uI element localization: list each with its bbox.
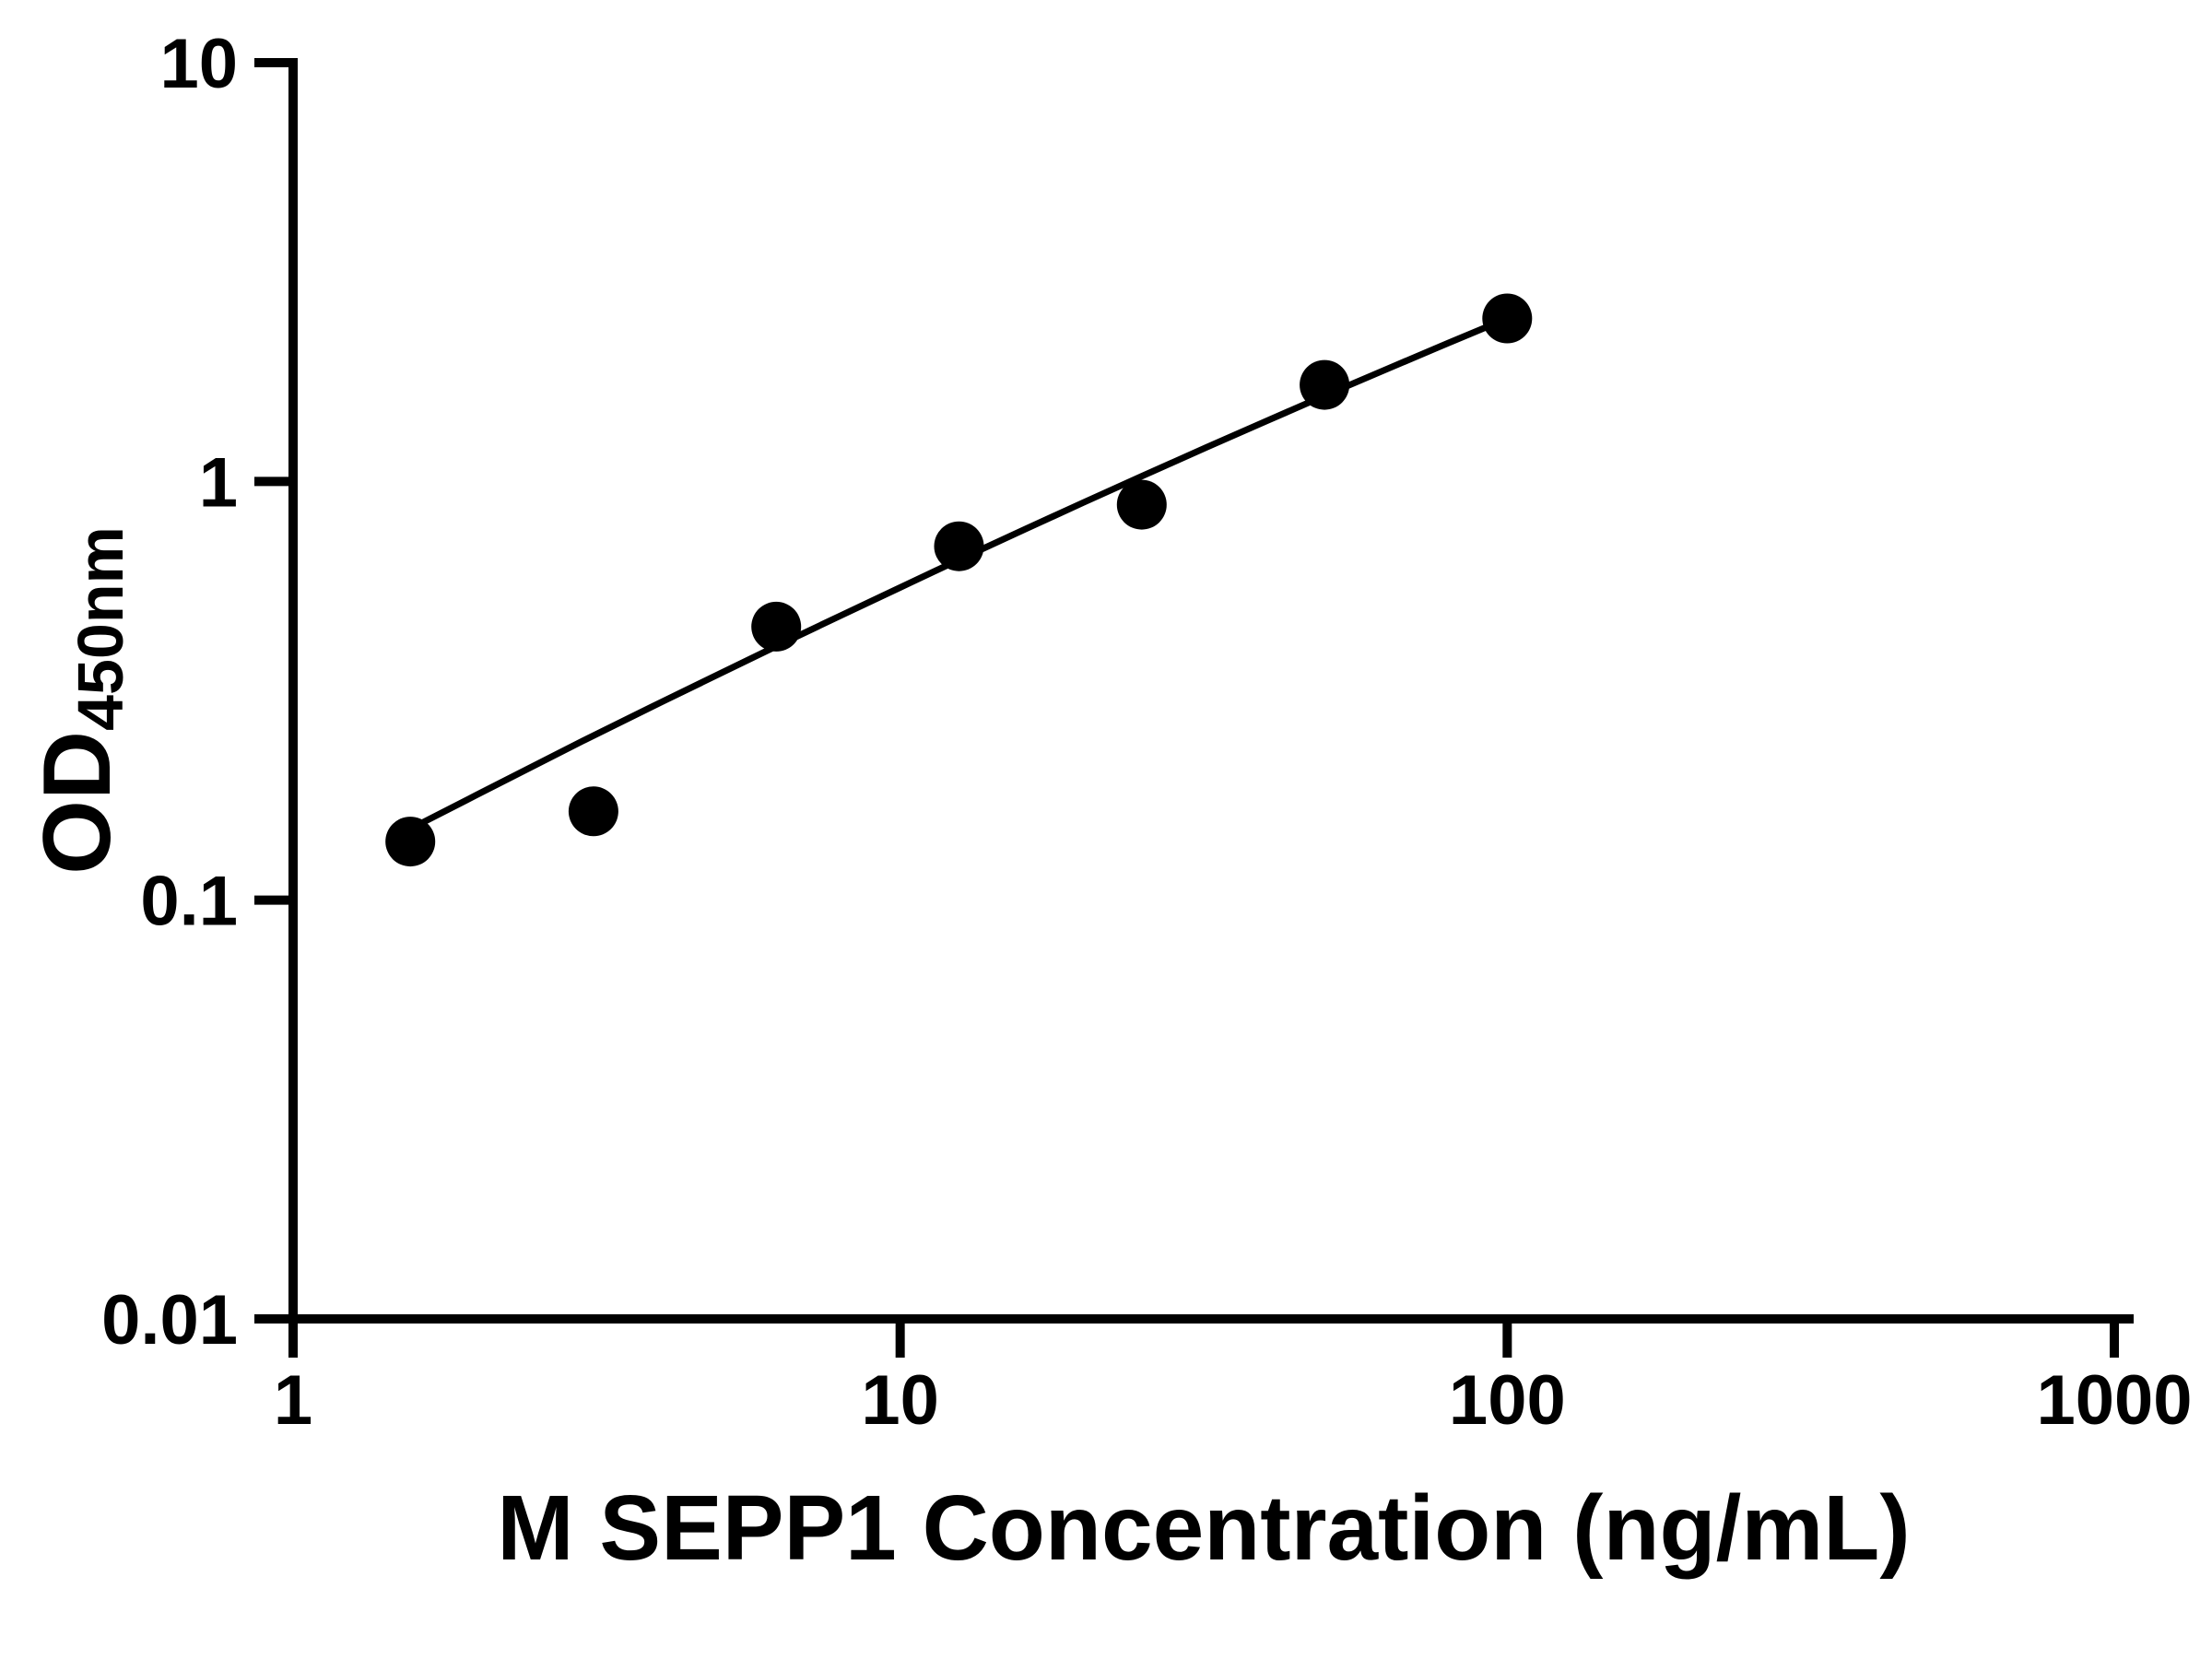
data-point bbox=[385, 817, 436, 867]
x-tick-label: 1000 bbox=[2036, 1361, 2192, 1440]
data-point bbox=[1300, 359, 1350, 410]
data-point bbox=[1482, 293, 1533, 344]
data-point bbox=[568, 786, 618, 837]
data-point bbox=[1116, 479, 1167, 530]
axes-spine bbox=[288, 58, 2134, 1324]
x-axis-title: M SEPP1 Concentration (ng/mL) bbox=[497, 1477, 1911, 1580]
x-tick-label: 10 bbox=[861, 1361, 939, 1440]
x-tick-label: 1 bbox=[274, 1361, 312, 1440]
y-axis-title: OD450nm bbox=[24, 526, 136, 875]
x-tick-label: 100 bbox=[1449, 1361, 1566, 1440]
y-tick-label: 10 bbox=[159, 25, 238, 103]
data-point bbox=[934, 521, 984, 571]
y-axis-title-main: OD bbox=[24, 730, 131, 875]
y-tick-label: 0.1 bbox=[140, 863, 238, 941]
y-tick-label: 0.01 bbox=[101, 1281, 238, 1359]
y-axis-title-subscript: 450nm bbox=[65, 526, 136, 731]
data-point bbox=[751, 601, 802, 652]
y-tick-label: 1 bbox=[199, 443, 238, 522]
